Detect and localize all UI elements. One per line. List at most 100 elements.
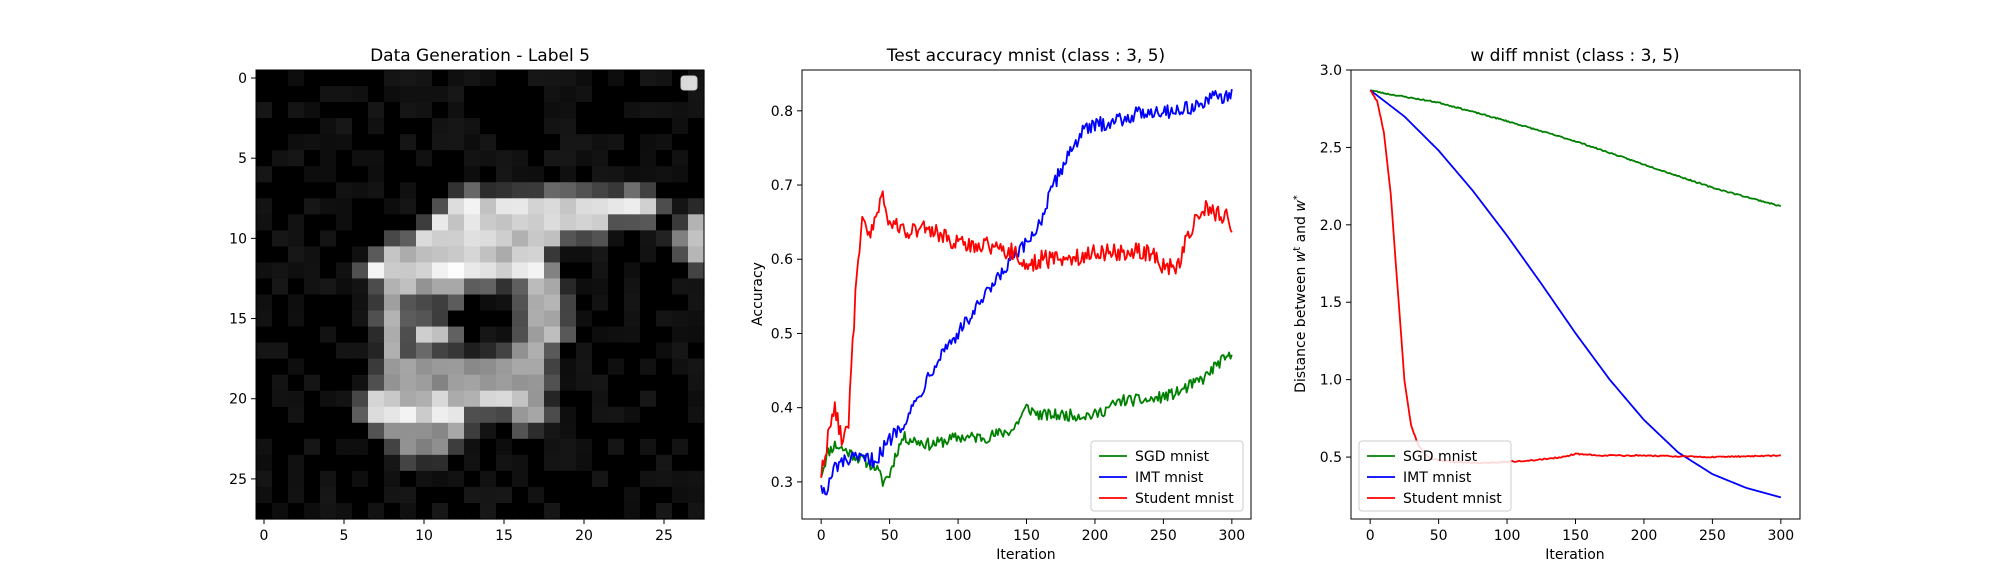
heatmap-cell (336, 262, 353, 280)
heatmap-cell (656, 166, 673, 183)
heatmap-cell (608, 390, 625, 408)
wdiff-legend-label: SGD mnist (1403, 449, 1478, 465)
heatmap-cell (656, 278, 673, 296)
heatmap-cell (512, 438, 529, 456)
heatmap-cell (656, 198, 673, 215)
heatmap-cell (432, 326, 449, 344)
heatmap-cell (528, 230, 545, 247)
heatmap-cell (672, 486, 689, 504)
heatmap-cell (336, 342, 353, 360)
heatmap-title: Data Generation - Label 5 (370, 46, 590, 66)
heatmap-cell (432, 310, 449, 328)
heatmap-cell (688, 182, 705, 199)
heatmap-cell (624, 326, 641, 344)
heatmap-cell (320, 326, 337, 344)
heatmap-cell (368, 294, 385, 312)
heatmap-cell (384, 406, 401, 424)
heatmap-cell (416, 150, 433, 167)
heatmap-cell (608, 502, 625, 520)
heatmap-cell (480, 86, 497, 103)
heatmap-cell (624, 230, 641, 247)
heatmap-cell (656, 470, 673, 488)
heatmap-cell (464, 486, 481, 504)
heatmap-cell (608, 214, 625, 231)
heatmap-cell (384, 198, 401, 215)
wdiff-y-tick-label: 1.0 (1320, 373, 1342, 389)
wdiff-y-axis-title-symbol2: w (1293, 200, 1309, 212)
heatmap-cell (288, 406, 305, 424)
wdiff-y-tick-label: 2.5 (1320, 140, 1342, 156)
heatmap-x-tick-label: 20 (575, 528, 593, 544)
heatmap-cell (416, 310, 433, 328)
heatmap-cell (640, 294, 657, 312)
heatmap-cell (256, 166, 273, 183)
heatmap-cell (336, 470, 353, 488)
heatmap-cell (304, 70, 321, 87)
heatmap-cell (624, 70, 641, 87)
heatmap-cell (416, 214, 433, 231)
heatmap-cell (352, 374, 369, 392)
heatmap-cell (560, 342, 577, 360)
heatmap-cell (464, 134, 481, 151)
heatmap-cell (576, 102, 593, 119)
heatmap-cell (624, 278, 641, 296)
heatmap-cell (480, 422, 497, 440)
heatmap-cell (544, 358, 561, 376)
heatmap-cell (368, 422, 385, 440)
heatmap-cell (432, 86, 449, 103)
heatmap-cell (416, 502, 433, 520)
heatmap-cell (272, 102, 289, 119)
heatmap-cell (640, 134, 657, 151)
heatmap-cell (672, 454, 689, 472)
heatmap-cell (496, 150, 513, 167)
heatmap-cell (416, 470, 433, 488)
heatmap-cell (448, 214, 465, 231)
heatmap-cell (544, 214, 561, 231)
heatmap-cell (480, 390, 497, 408)
wdiff-x-tick-label: 300 (1767, 528, 1794, 544)
accuracy-x-tick-label: 150 (1013, 528, 1040, 544)
heatmap-cell (352, 326, 369, 344)
heatmap-panel: Data Generation - Label 5 0 5 10 15 20 25 0 5 1… (229, 46, 705, 544)
accuracy-x-tick-label: 50 (881, 528, 899, 544)
heatmap-cell (320, 230, 337, 247)
heatmap-cell (432, 70, 449, 87)
heatmap-cell (400, 118, 417, 135)
heatmap-cell (560, 198, 577, 215)
accuracy-y-tick-label: 0.6 (771, 252, 793, 268)
heatmap-cell (512, 470, 529, 488)
heatmap-cell (496, 358, 513, 376)
heatmap-cell (448, 374, 465, 392)
heatmap-cell (672, 502, 689, 520)
heatmap-cell (656, 454, 673, 472)
heatmap-cell (416, 198, 433, 215)
heatmap-cell (640, 214, 657, 231)
heatmap-cell (672, 102, 689, 119)
heatmap-cell (320, 246, 337, 264)
heatmap-cell (368, 390, 385, 408)
heatmap-cell (432, 438, 449, 456)
heatmap-cell (480, 294, 497, 312)
heatmap-cell (304, 166, 321, 183)
heatmap-cell (688, 374, 705, 392)
heatmap-cell (400, 358, 417, 376)
heatmap-cell (512, 230, 529, 247)
heatmap-cell (400, 486, 417, 504)
heatmap-cell (688, 150, 705, 167)
heatmap-cell (272, 374, 289, 392)
heatmap-y-tick-label: 20 (229, 392, 247, 408)
heatmap-cell (464, 310, 481, 328)
heatmap-cell (416, 134, 433, 151)
heatmap-cell (336, 118, 353, 135)
heatmap-cell (304, 86, 321, 103)
heatmap-cell (560, 246, 577, 264)
wdiff-series-line-1 (1370, 89, 1782, 207)
heatmap-cell (560, 454, 577, 472)
heatmap-cell (608, 230, 625, 247)
heatmap-cell (656, 214, 673, 231)
accuracy-title: Test accuracy mnist (class : 3, 5) (886, 46, 1165, 66)
heatmap-x-tick-label: 25 (655, 528, 673, 544)
heatmap-cell (608, 294, 625, 312)
heatmap-cell (384, 438, 401, 456)
heatmap-cell (400, 246, 417, 264)
